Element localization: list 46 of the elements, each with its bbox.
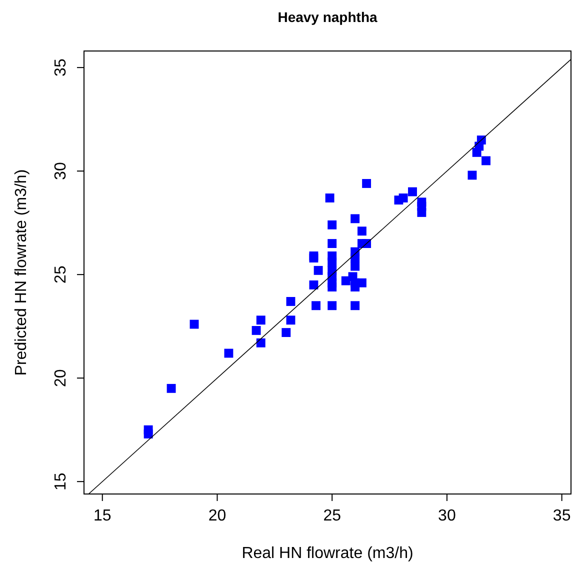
point: [190, 320, 199, 329]
y-axis-title: Predicted HN flowrate (m3/h): [13, 169, 30, 376]
x-axis-title: Real HN flowrate (m3/h): [242, 545, 414, 562]
point: [144, 429, 153, 438]
point: [312, 301, 320, 310]
point: [282, 328, 291, 338]
x-tick-label: 35: [552, 507, 571, 524]
y-tick-label: 35: [52, 58, 70, 76]
point: [256, 316, 266, 325]
point: [328, 220, 337, 230]
point: [224, 348, 234, 358]
point: [314, 266, 323, 275]
point: [286, 297, 296, 306]
point: [357, 226, 366, 236]
chart-title: Heavy naphtha: [278, 9, 378, 25]
point: [350, 214, 360, 224]
point: [325, 194, 334, 202]
point: [166, 384, 176, 393]
point: [417, 208, 426, 217]
x-tick-label: 15: [93, 507, 112, 524]
point: [482, 156, 490, 166]
point: [408, 187, 417, 196]
point: [256, 338, 266, 348]
y-tick-label: 15: [52, 472, 70, 490]
point: [394, 196, 404, 205]
y-tick-label: 20: [52, 369, 70, 387]
point: [350, 262, 360, 271]
point: [472, 148, 482, 157]
y-tick-label: 30: [52, 162, 70, 180]
point: [357, 239, 366, 248]
point: [328, 258, 337, 267]
point: [350, 301, 360, 310]
point: [328, 282, 337, 292]
point: [309, 280, 318, 290]
point: [350, 282, 360, 292]
point: [328, 301, 337, 310]
x-tick-label: 30: [438, 507, 456, 524]
point: [286, 316, 296, 325]
point: [362, 179, 372, 188]
y-tick-label: 25: [52, 266, 70, 284]
point: [309, 254, 318, 262]
point: [252, 326, 261, 335]
x-tick-label: 20: [208, 507, 226, 524]
point: [468, 170, 477, 180]
x-tick-label: 25: [323, 507, 342, 524]
point: [328, 239, 337, 248]
